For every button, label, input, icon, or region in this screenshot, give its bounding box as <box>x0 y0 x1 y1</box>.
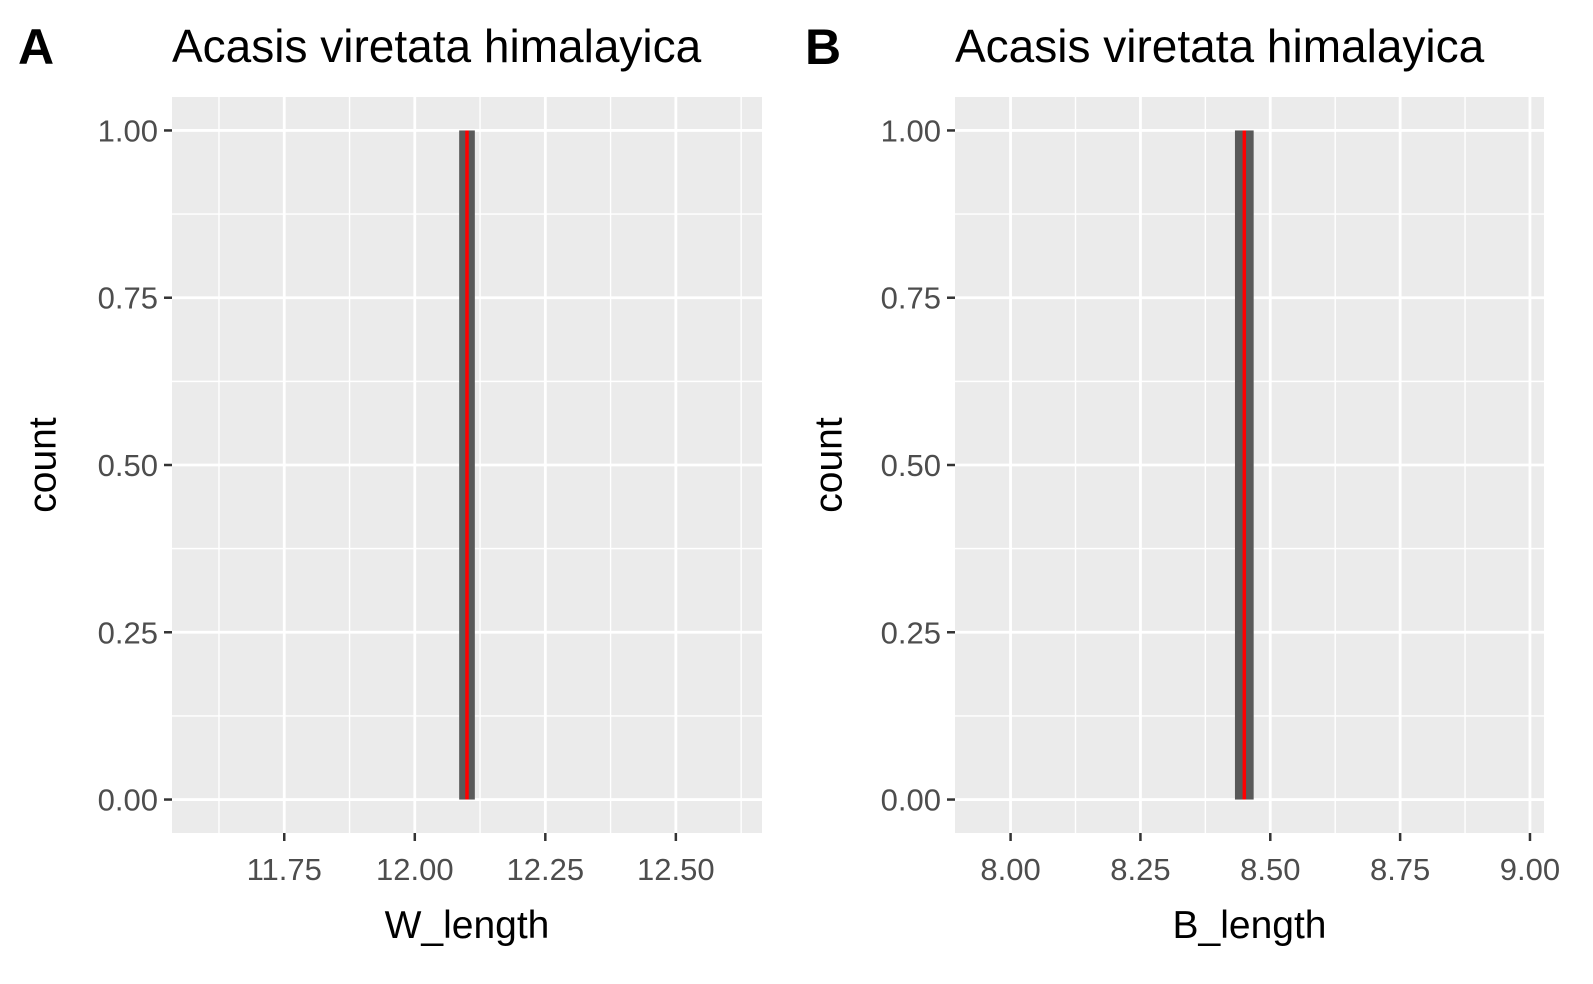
x-tick-label: 8.75 <box>1370 852 1430 887</box>
x-axis-b: 8.00 8.25 8.50 8.75 9.00 <box>980 833 1560 887</box>
panel-a: A Acasis viretata himalayica 0.00 0.25 0.5… <box>18 19 762 947</box>
x-tick-label: 12.25 <box>507 852 585 887</box>
y-tick-label: 0.50 <box>881 448 941 483</box>
x-tick-label: 12.50 <box>637 852 715 887</box>
chart-title-a: Acasis viretata himalayica <box>172 20 702 72</box>
y-tick-label: 0.25 <box>98 615 158 650</box>
panel-b: B Acasis viretata himalayica 0.00 0.25 0.5… <box>805 19 1560 947</box>
x-axis-a: 11.75 12.00 12.25 12.50 <box>247 833 715 887</box>
y-tick-label: 0.00 <box>881 783 941 818</box>
y-tick-label: 1.00 <box>881 113 941 148</box>
x-tick-label: 8.25 <box>1110 852 1170 887</box>
panel-tag-a: A <box>18 19 54 75</box>
x-tick-label: 11.75 <box>247 852 322 887</box>
y-tick-label: 0.00 <box>98 783 158 818</box>
y-tick-label: 0.50 <box>98 448 158 483</box>
x-tick-label: 8.00 <box>980 852 1040 887</box>
x-tick-label: 12.00 <box>376 852 454 887</box>
y-tick-label: 1.00 <box>98 113 158 148</box>
panel-tag-b: B <box>805 19 841 75</box>
y-tick-label: 0.25 <box>881 615 941 650</box>
x-axis-title-b: B_length <box>1173 904 1327 947</box>
y-axis-a: 0.00 0.25 0.50 0.75 1.00 <box>98 113 172 818</box>
x-tick-label: 8.50 <box>1240 852 1300 887</box>
x-tick-label: 9.00 <box>1500 852 1560 887</box>
x-axis-title-a: W_length <box>385 904 550 947</box>
y-axis-b: 0.00 0.25 0.50 0.75 1.00 <box>881 113 955 818</box>
chart-title-b: Acasis viretata himalayica <box>955 20 1485 72</box>
y-axis-title-a: count <box>22 417 65 513</box>
y-tick-label: 0.75 <box>98 281 158 316</box>
y-axis-title-b: count <box>808 417 851 513</box>
y-tick-label: 0.75 <box>881 281 941 316</box>
